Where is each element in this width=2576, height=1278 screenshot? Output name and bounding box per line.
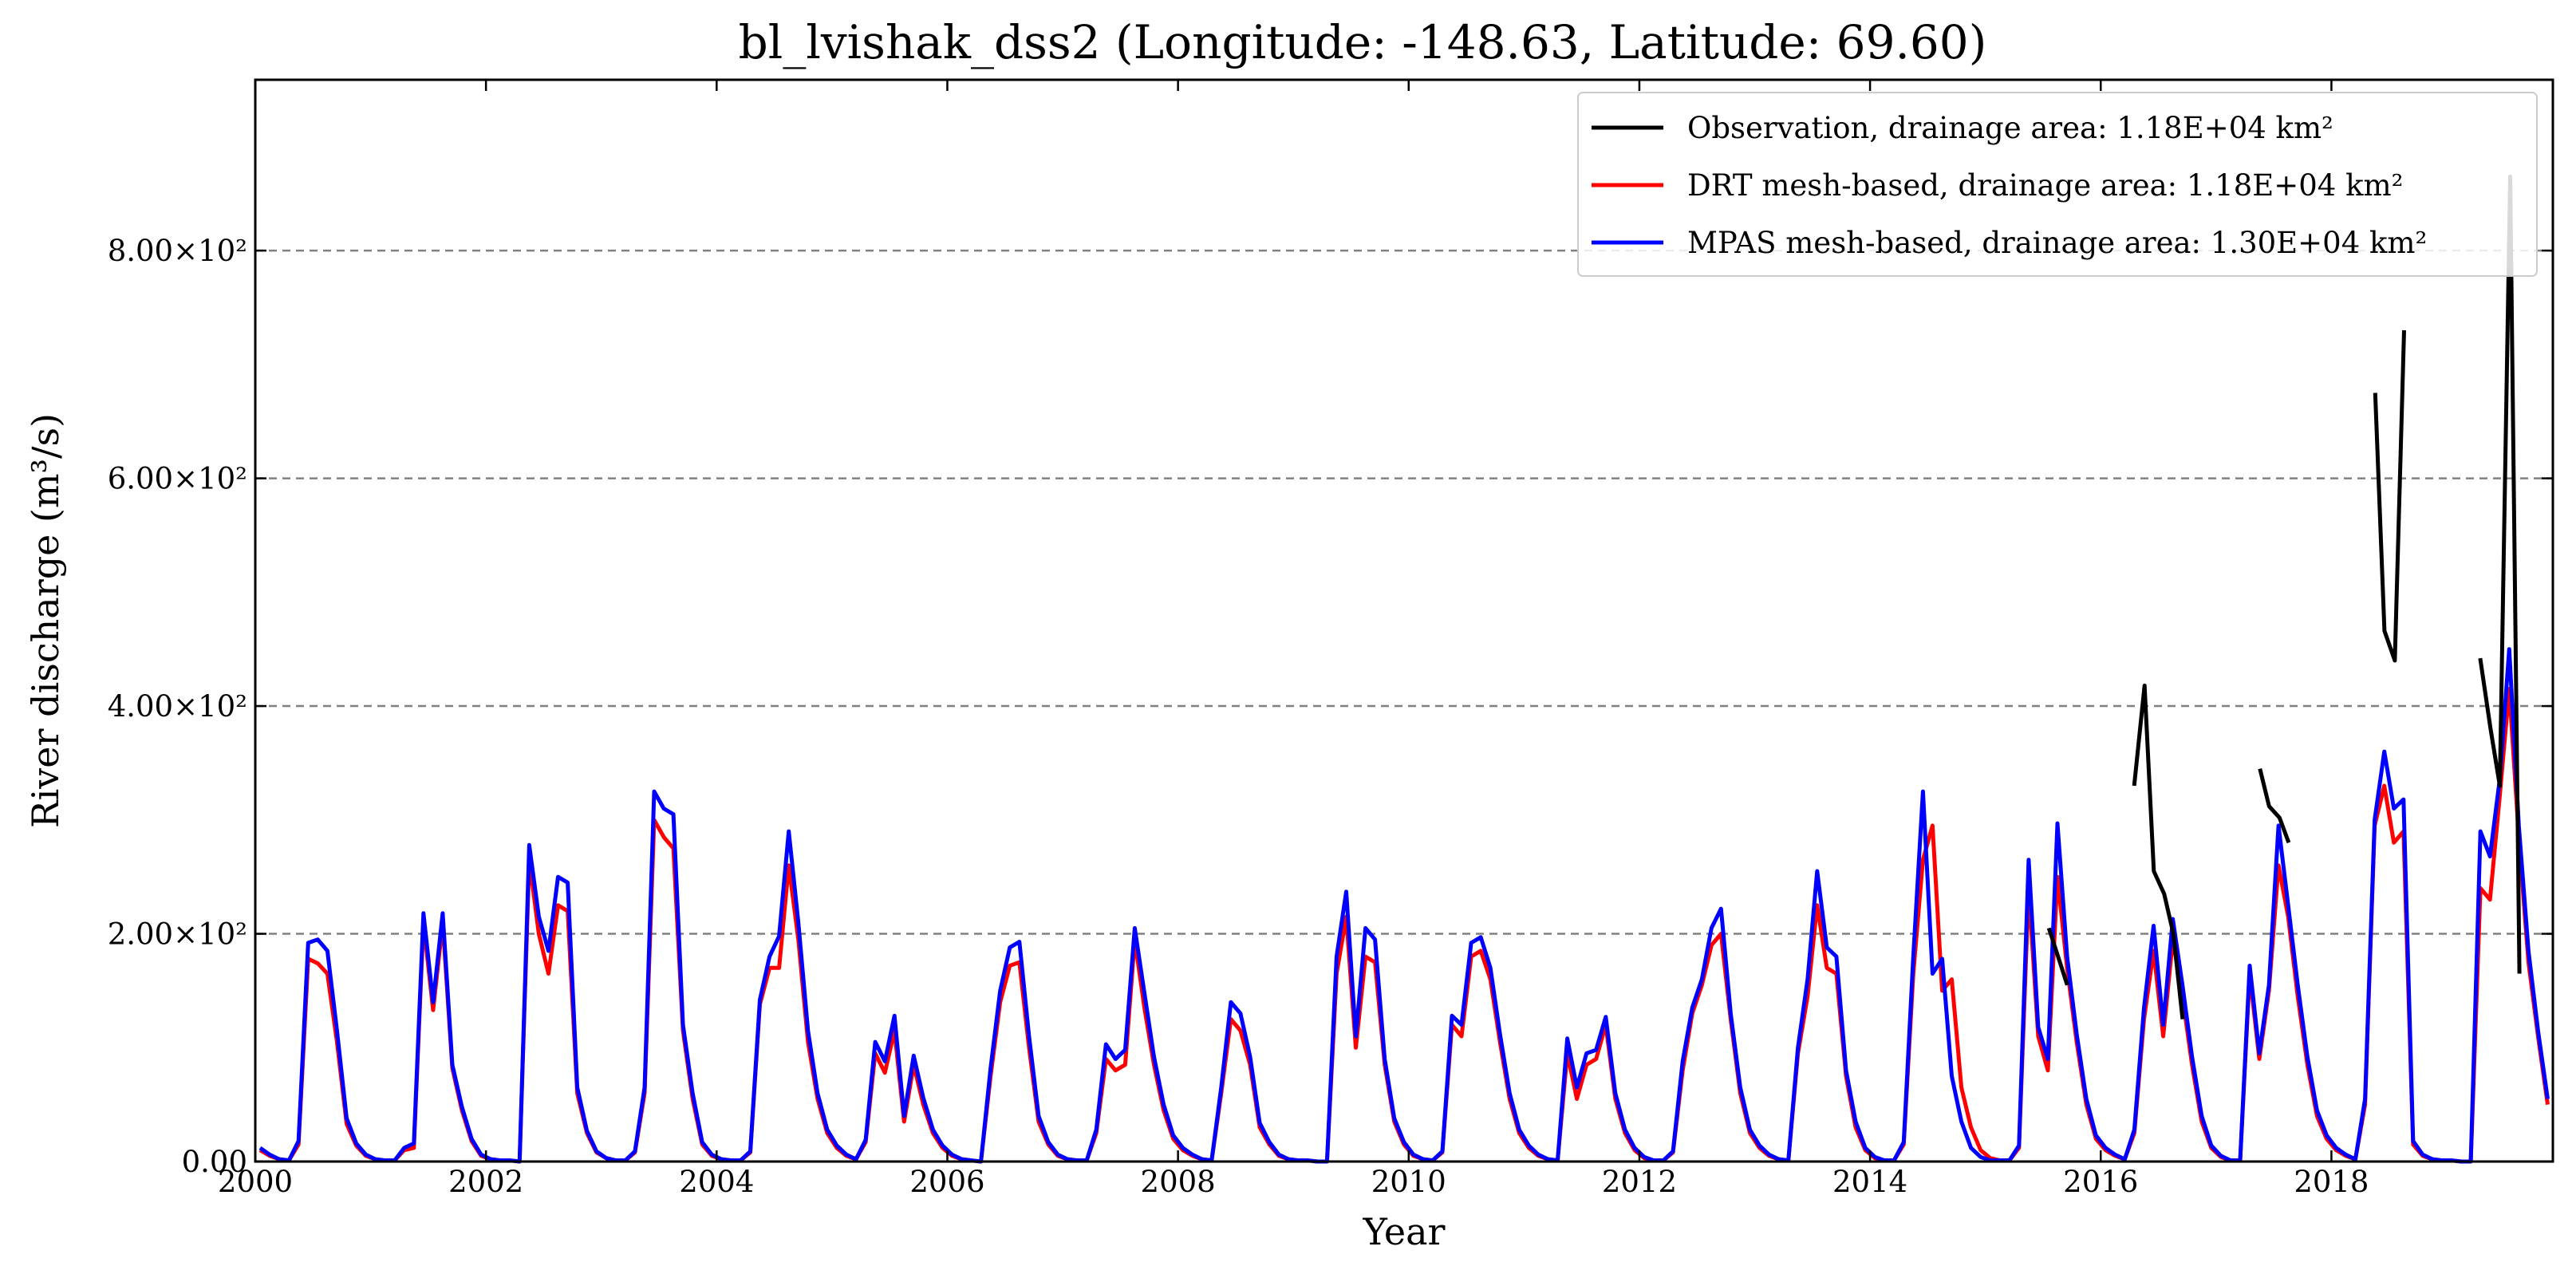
axis-ticks: 0.00 2.00×10² 4.00×10² 6.00×10² 8.00×10² 2000… xyxy=(108,80,2553,1199)
y-tick-label: 0.00 xyxy=(182,1145,247,1179)
x-tick-label: 2010 xyxy=(1371,1165,1446,1199)
x-tick-label: 2014 xyxy=(1832,1165,1907,1199)
series-layer xyxy=(258,174,2550,1164)
y-tick-label: 2.00×10² xyxy=(108,917,247,952)
series-path xyxy=(2258,768,2291,844)
series-path xyxy=(2046,927,2069,986)
legend-label: DRT mesh-based, drainage area: 1.18E+04 … xyxy=(1687,168,2403,203)
series-line xyxy=(258,647,2550,1164)
x-tick-label: 2002 xyxy=(448,1165,523,1199)
x-tick-label: 2004 xyxy=(679,1165,754,1199)
legend-label: MPAS mesh-based, drainage area: 1.30E+04… xyxy=(1687,226,2427,260)
x-tick-label: 2006 xyxy=(909,1165,984,1199)
grid-lines xyxy=(255,249,2553,935)
series-path xyxy=(258,687,2550,1164)
y-tick-label: 4.00×10² xyxy=(108,689,247,724)
x-tick-label: 2018 xyxy=(2294,1165,2369,1199)
x-tick-label: 2000 xyxy=(218,1165,293,1199)
x-tick-label: 2008 xyxy=(1141,1165,1216,1199)
legend-label: Observation, drainage area: 1.18E+04 km² xyxy=(1687,111,2333,145)
series-path xyxy=(2132,683,2185,1020)
series-path xyxy=(2373,329,2406,663)
series-path xyxy=(258,647,2550,1164)
y-tick-label: 6.00×10² xyxy=(108,462,247,496)
chart-title: bl_lvishak_dss2 (Longitude: -148.63, Lat… xyxy=(739,15,1987,69)
series-path xyxy=(2478,174,2522,974)
plot-frame xyxy=(254,78,2554,1163)
y-axis-label: River discharge (m³/s) xyxy=(24,413,67,828)
legend: Observation, drainage area: 1.18E+04 km²… xyxy=(1577,92,2538,277)
series-line xyxy=(2046,174,2522,1020)
y-tick-label: 8.00×10² xyxy=(108,234,247,268)
legend-box xyxy=(1577,92,2538,277)
series-line xyxy=(258,687,2550,1164)
x-tick-label: 2016 xyxy=(2063,1165,2138,1199)
x-tick-label: 2012 xyxy=(1602,1165,1677,1199)
x-axis-label: Year xyxy=(1362,1210,1445,1253)
